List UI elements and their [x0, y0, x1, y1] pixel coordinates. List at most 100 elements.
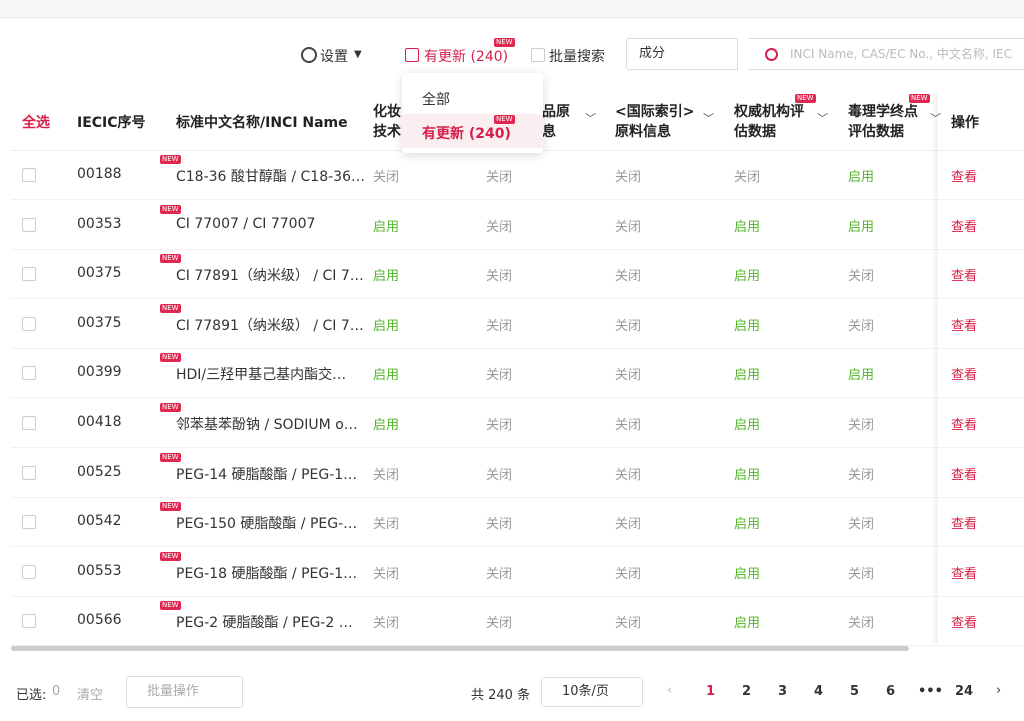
- row-checkbox[interactable]: [22, 465, 36, 480]
- row-checkbox[interactable]: [22, 316, 36, 331]
- column-header[interactable]: 全选: [22, 115, 50, 131]
- status: 启用: [734, 269, 761, 285]
- new-badge: NEW: [909, 94, 930, 103]
- cell: 00399: [77, 364, 122, 381]
- row-checkbox[interactable]: [22, 515, 36, 530]
- view-link[interactable]: 查看: [951, 170, 978, 185]
- row-checkbox[interactable]: [22, 416, 36, 430]
- batch-checkbox[interactable]: [531, 48, 545, 62]
- view-link[interactable]: 查看: [951, 467, 978, 483]
- page[interactable]: 3: [778, 684, 788, 699]
- new-badge: NEW: [160, 254, 181, 264]
- status: 关闭: [848, 318, 875, 334]
- row-checkbox[interactable]: [22, 168, 36, 182]
- search-type[interactable]: 成分: [626, 38, 738, 70]
- prev[interactable]: ‹: [667, 683, 673, 698]
- total: 共 240 条: [471, 688, 531, 703]
- status: 启用: [848, 219, 875, 235]
- row-checkbox[interactable]: [22, 564, 36, 579]
- row-checkbox[interactable]: [22, 614, 36, 629]
- new-badge: NEW: [160, 551, 181, 561]
- clear[interactable]: 清空: [77, 688, 104, 703]
- row-checkbox[interactable]: [22, 366, 36, 381]
- new-badge: NEW: [160, 353, 181, 363]
- status: 启用: [848, 170, 875, 185]
- page[interactable]: 24: [955, 684, 974, 699]
- batch-action[interactable]: 批量操作: [126, 676, 243, 708]
- scrollbar[interactable]: [11, 646, 909, 651]
- column-header: 操作: [951, 115, 979, 131]
- new-badge: NEW: [160, 452, 181, 462]
- sort-icon[interactable]: ﹀: [585, 112, 596, 125]
- cell: PEG-2 硬脂酸酯 / PEG-2 …: [176, 615, 353, 632]
- column-header: IECIC序号: [77, 115, 146, 131]
- settings-icon[interactable]: [301, 47, 317, 63]
- new-badge: NEW: [160, 303, 181, 313]
- selected-label: 已选:: [16, 688, 47, 703]
- cell: 00375: [77, 314, 122, 331]
- column-header: <国际索引>: [615, 104, 695, 120]
- search-icon: [765, 48, 778, 61]
- status: 关闭: [848, 616, 875, 632]
- status: 关闭: [848, 418, 875, 433]
- view-link[interactable]: 查看: [951, 616, 978, 632]
- next[interactable]: ›: [996, 683, 1002, 698]
- view-link[interactable]: 查看: [951, 368, 978, 384]
- page[interactable]: 6: [886, 684, 896, 699]
- update-checkbox[interactable]: [405, 48, 419, 62]
- new-badge: NEW: [160, 601, 181, 611]
- update-filter[interactable]: 有更新 (240): [424, 49, 509, 65]
- row-divider: [11, 447, 1024, 448]
- row-checkbox[interactable]: [22, 217, 36, 232]
- row-divider: [11, 397, 1024, 399]
- new-badge: NEW: [494, 38, 515, 47]
- status: 关闭: [615, 566, 642, 582]
- status: 启用: [373, 318, 400, 334]
- new-badge: NEW: [494, 115, 515, 124]
- row-divider: [11, 595, 1024, 597]
- page[interactable]: •••: [918, 684, 943, 699]
- status: 关闭: [615, 318, 642, 334]
- dropdown-option[interactable]: 全部: [422, 92, 450, 108]
- dropdown-option[interactable]: 有更新 (240): [422, 126, 511, 142]
- view-link[interactable]: 查看: [951, 418, 978, 433]
- status: 启用: [373, 269, 400, 285]
- column-header: 标准中文名称/INCI Name: [176, 115, 348, 131]
- cell: PEG-150 硬脂酸酯 / PEG-…: [176, 516, 358, 533]
- status: 关闭: [848, 566, 875, 582]
- sort-icon[interactable]: ﹀: [930, 112, 941, 125]
- view-link[interactable]: 查看: [951, 219, 978, 235]
- status: 关闭: [615, 269, 642, 285]
- status: 关闭: [486, 517, 513, 533]
- fixed-column-shadow: [938, 92, 942, 645]
- search-input[interactable]: INCI Name, CAS/EC No., 中文名称, IEC: [748, 38, 1024, 70]
- page[interactable]: 4: [814, 684, 824, 699]
- column-header: 评估数据: [848, 124, 904, 140]
- dropdown-active-bg: [402, 114, 543, 148]
- row-checkbox[interactable]: [22, 267, 36, 282]
- view-link[interactable]: 查看: [951, 517, 978, 533]
- column-header: 息: [542, 124, 556, 140]
- page[interactable]: 1: [706, 684, 716, 699]
- sort-icon[interactable]: ﹀: [817, 112, 828, 125]
- status: 启用: [373, 219, 400, 235]
- cell: CI 77007 / CI 77007: [176, 215, 316, 232]
- cell: 00375: [77, 265, 122, 282]
- batch-search[interactable]: 批量搜索: [549, 49, 605, 65]
- sort-icon[interactable]: ﹀: [703, 112, 714, 125]
- view-link[interactable]: 查看: [951, 318, 978, 334]
- cell: 00353: [77, 215, 122, 232]
- status: 启用: [734, 467, 761, 483]
- page[interactable]: 2: [742, 684, 752, 699]
- new-badge: NEW: [160, 204, 181, 214]
- status: 启用: [734, 566, 761, 582]
- page[interactable]: 5: [850, 684, 860, 699]
- view-link[interactable]: 查看: [951, 566, 978, 582]
- row-divider: [11, 199, 1024, 200]
- top-strip: [0, 0, 1024, 18]
- caret[interactable]: ▼: [354, 49, 362, 60]
- status: 关闭: [486, 467, 513, 483]
- page-size[interactable]: 10条/页: [541, 677, 643, 707]
- view-link[interactable]: 查看: [951, 269, 978, 285]
- settings[interactable]: 设置: [320, 49, 348, 65]
